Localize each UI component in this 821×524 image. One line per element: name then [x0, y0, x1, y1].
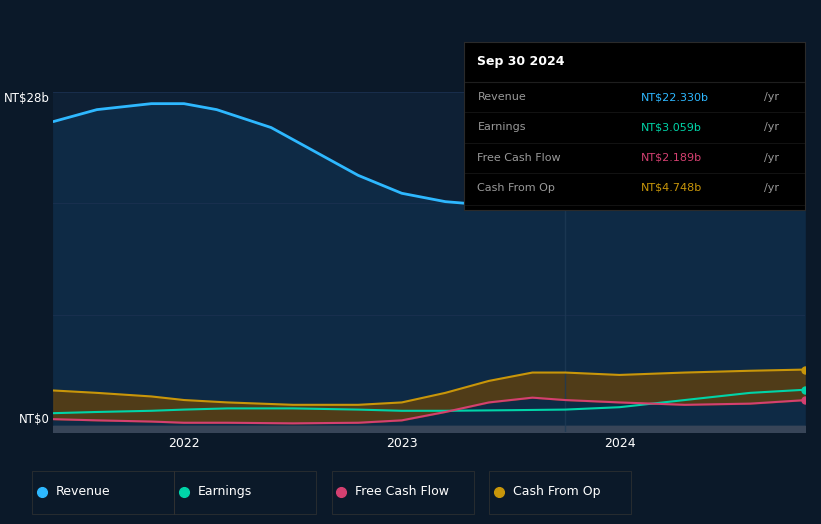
Text: /yr: /yr [764, 123, 778, 133]
Text: Revenue: Revenue [478, 92, 526, 102]
Bar [332, 471, 474, 514]
Text: Earnings: Earnings [478, 123, 526, 133]
Text: NT$22.330b: NT$22.330b [641, 92, 709, 102]
Text: /yr: /yr [764, 183, 778, 193]
Text: /yr: /yr [764, 152, 778, 162]
Bar [32, 471, 174, 514]
Text: NT$2.189b: NT$2.189b [641, 152, 702, 162]
Bar [565, 92, 821, 432]
Text: NT$3.059b: NT$3.059b [641, 123, 702, 133]
Text: Cash From Op: Cash From Op [513, 485, 600, 498]
Text: /yr: /yr [764, 92, 778, 102]
Bar [489, 471, 631, 514]
Text: NT$4.748b: NT$4.748b [641, 183, 702, 193]
Text: Sep 30 2024: Sep 30 2024 [478, 56, 565, 68]
Text: Revenue: Revenue [56, 485, 111, 498]
Text: Free Cash Flow: Free Cash Flow [478, 152, 561, 162]
Bar [174, 471, 316, 514]
Text: Past: Past [761, 102, 786, 115]
Text: Free Cash Flow: Free Cash Flow [355, 485, 449, 498]
Text: NT$0: NT$0 [19, 413, 49, 426]
Text: Cash From Op: Cash From Op [478, 183, 555, 193]
Text: NT$28b: NT$28b [4, 92, 49, 105]
Text: Earnings: Earnings [198, 485, 252, 498]
